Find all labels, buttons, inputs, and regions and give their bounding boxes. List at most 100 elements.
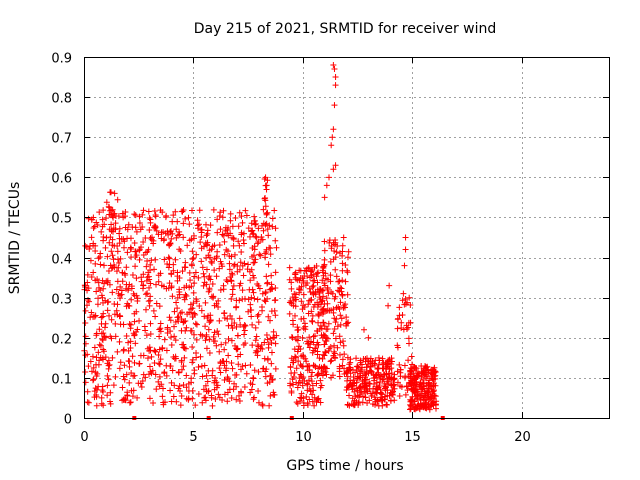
- data-point: [209, 367, 216, 374]
- data-point: [169, 367, 176, 374]
- data-point: [170, 261, 177, 268]
- data-point: [203, 372, 210, 379]
- data-point: [336, 373, 343, 380]
- data-point: [89, 353, 96, 360]
- data-point: [310, 291, 317, 298]
- data-point: [178, 393, 185, 400]
- data-point: [262, 290, 269, 297]
- data-point: [267, 251, 274, 258]
- data-point: [370, 385, 377, 392]
- data-point: [329, 134, 336, 141]
- data-point: [231, 319, 238, 326]
- data-point: [221, 315, 228, 322]
- data-point: [125, 221, 132, 228]
- data-point: [236, 392, 243, 399]
- data-point: [174, 314, 181, 321]
- data-point: [101, 324, 108, 331]
- data-point: [239, 296, 246, 303]
- data-point: [269, 223, 276, 230]
- data-point: [167, 328, 174, 335]
- data-point: [98, 330, 105, 337]
- data-point: [330, 330, 337, 337]
- data-point: [142, 306, 149, 313]
- data-point: [267, 245, 274, 252]
- data-point: [190, 289, 197, 296]
- data-point: [405, 357, 412, 364]
- data-point: [305, 301, 312, 308]
- data-point: [201, 362, 208, 369]
- data-point: [144, 355, 151, 362]
- data-point: [402, 234, 409, 241]
- data-point: [85, 363, 92, 370]
- data-point: [433, 405, 440, 412]
- data-point: [130, 330, 137, 337]
- data-point: [302, 282, 309, 289]
- data-point: [188, 283, 195, 290]
- data-point: [293, 365, 300, 372]
- data-point: [222, 339, 229, 346]
- data-point: [233, 346, 240, 353]
- data-point: [314, 396, 321, 403]
- data-point: [386, 374, 393, 381]
- data-point: [190, 255, 197, 262]
- data-point: [102, 334, 109, 341]
- data-point: [217, 369, 224, 376]
- data-point: [221, 238, 228, 245]
- data-point: [127, 338, 134, 345]
- data-point: [261, 297, 268, 304]
- data-point: [243, 212, 250, 219]
- data-point: [266, 222, 273, 229]
- data-point: [379, 355, 386, 362]
- data-point: [108, 335, 115, 342]
- data-point: [230, 282, 237, 289]
- data-point: [90, 376, 97, 383]
- data-point: [300, 291, 307, 298]
- data-point: [368, 368, 375, 375]
- data-point: [311, 402, 318, 409]
- data-point: [230, 262, 237, 269]
- data-point: [148, 257, 155, 264]
- data-point: [432, 382, 439, 389]
- data-point: [344, 373, 351, 380]
- data-point: [219, 231, 226, 238]
- data-point: [188, 262, 195, 269]
- data-point: [297, 394, 304, 401]
- data-point: [88, 309, 95, 316]
- data-point: [90, 224, 97, 231]
- data-point: [306, 334, 313, 341]
- data-point: [117, 255, 124, 262]
- data-point: [116, 365, 123, 372]
- data-point: [300, 399, 307, 406]
- data-point: [252, 256, 259, 263]
- data-point: [166, 314, 173, 321]
- data-point: [262, 298, 269, 305]
- data-point: [327, 358, 334, 365]
- data-point: [351, 401, 358, 408]
- data-point: [189, 313, 196, 320]
- data-point: [242, 362, 249, 369]
- data-point: [369, 400, 376, 407]
- data-point: [211, 267, 218, 274]
- data-point: [175, 368, 182, 375]
- data-point: [110, 210, 117, 217]
- data-point: [355, 400, 362, 407]
- data-point: [171, 323, 178, 330]
- data-point: [100, 388, 107, 395]
- data-point: [174, 277, 181, 284]
- data-point: [189, 248, 196, 255]
- data-point: [394, 368, 401, 375]
- data-point: [202, 323, 209, 330]
- data-point: [132, 212, 139, 219]
- data-point: [367, 380, 374, 387]
- data-point: [91, 394, 98, 401]
- data-point: [242, 340, 249, 347]
- data-point: [251, 243, 258, 250]
- data-point: [374, 398, 381, 405]
- data-point: [180, 363, 187, 370]
- data-point: [248, 313, 255, 320]
- data-point: [112, 220, 119, 227]
- data-point: [113, 307, 120, 314]
- data-point: [254, 313, 261, 320]
- data-point: [98, 394, 105, 401]
- data-point: [401, 362, 408, 369]
